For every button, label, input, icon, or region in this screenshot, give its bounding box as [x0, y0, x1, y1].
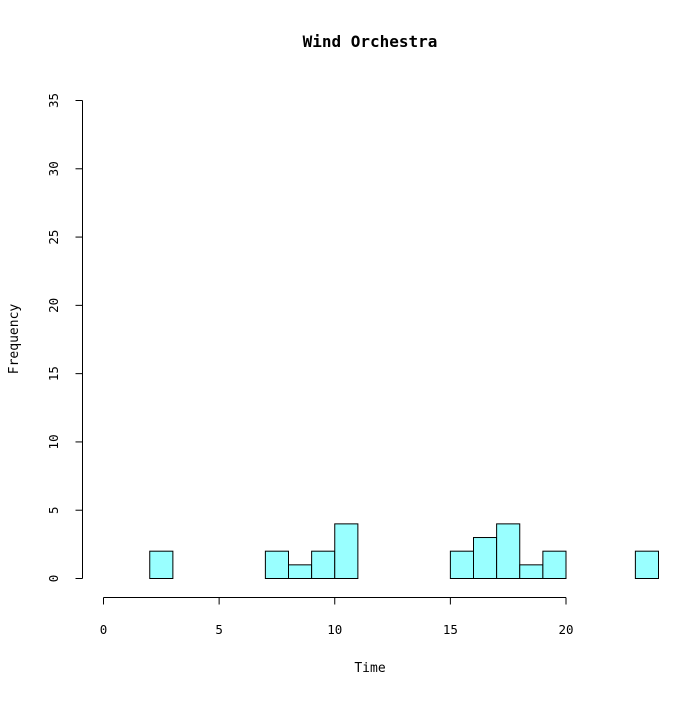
histogram-bar	[496, 523, 521, 579]
x-tick-label: 20	[558, 622, 573, 637]
histogram-bar	[519, 564, 544, 579]
y-axis-label: Frequency	[7, 304, 22, 375]
y-tick-label: 20	[46, 298, 61, 313]
y-tick-label: 5	[46, 506, 61, 514]
histogram-bar	[334, 523, 359, 579]
y-tick-label: 35	[46, 93, 61, 108]
histogram-bar	[149, 550, 174, 580]
histogram-bars	[149, 523, 659, 580]
y-tick-label: 25	[46, 230, 61, 245]
x-tick-label: 0	[100, 622, 108, 637]
x-tick-label: 10	[327, 622, 342, 637]
histogram-bar	[311, 550, 336, 580]
x-axis-label: Time	[354, 661, 385, 676]
histogram-bar	[449, 550, 474, 580]
y-axis: 0 5 10 15 20 25 30 35	[46, 93, 83, 582]
y-tick-label: 15	[46, 366, 61, 381]
chart-title: Wind Orchestra	[303, 32, 438, 51]
histogram-bar	[473, 537, 498, 579]
x-tick-label: 15	[443, 622, 458, 637]
histogram-bar	[288, 564, 313, 579]
y-tick-label: 30	[46, 161, 61, 176]
histogram-bar	[634, 550, 659, 580]
x-axis: 0 5 10 15 20	[100, 597, 574, 637]
histogram-bar	[264, 550, 289, 580]
x-tick-label: 5	[215, 622, 223, 637]
y-tick-label: 0	[46, 575, 61, 583]
histogram-bar	[542, 550, 567, 580]
y-tick-label: 10	[46, 434, 61, 449]
